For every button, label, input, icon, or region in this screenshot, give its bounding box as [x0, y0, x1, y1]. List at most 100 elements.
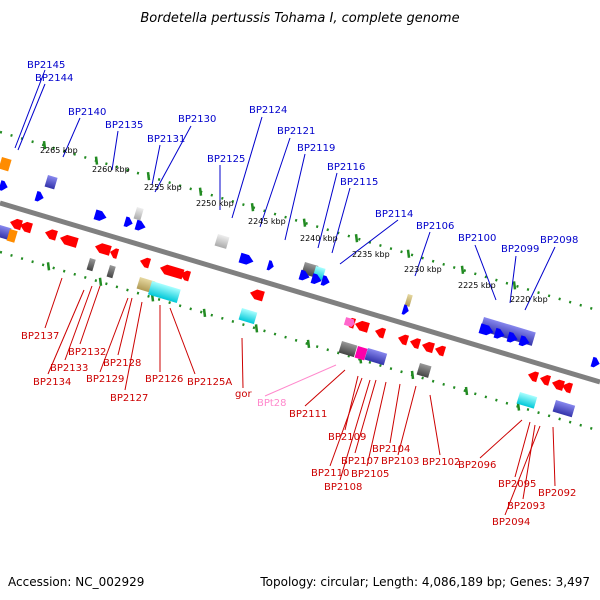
reverse-leader-line — [479, 419, 523, 459]
reverse-leader-line — [44, 277, 63, 329]
forward-leader-line — [14, 69, 46, 149]
forward-leader-line — [231, 116, 263, 219]
reverse-gene-arrow — [435, 345, 447, 357]
gene-label-bp2128[interactable]: BP2128 — [103, 358, 141, 369]
gene-label-bp2096[interactable]: BP2096 — [458, 460, 496, 471]
gene-label-bp2125[interactable]: BP2125 — [207, 154, 245, 165]
forward-gene-arrow — [320, 275, 330, 286]
cog-box — [0, 157, 12, 172]
tick-label: 2230 kbp — [404, 265, 442, 274]
gene-label-bp2111[interactable]: BP2111 — [289, 409, 327, 420]
reverse-leader-line — [169, 307, 196, 375]
gene-label-bp2121[interactable]: BP2121 — [277, 126, 315, 137]
reverse-leader-line — [354, 379, 377, 454]
gene-label-bp2115[interactable]: BP2115 — [340, 177, 378, 188]
forward-leader-line — [154, 125, 192, 193]
tick-label: 2245 kbp — [248, 217, 286, 226]
cog-box — [147, 281, 181, 303]
gene-label-bp2134[interactable]: BP2134 — [33, 377, 71, 388]
gene-label-bp2127[interactable]: BP2127 — [110, 393, 148, 404]
reverse-leader-line — [522, 424, 536, 500]
gene-label-bp2125a[interactable]: BP2125A — [187, 377, 232, 388]
gene-label-bp2116[interactable]: BP2116 — [327, 162, 365, 173]
scale-tick — [464, 386, 469, 396]
gene-label-bp2119[interactable]: BP2119 — [297, 143, 335, 154]
gene-label-bpt28[interactable]: BPt28 — [257, 398, 287, 409]
tick-label: 2265 kbp — [40, 146, 78, 155]
gene-label-bp2099[interactable]: BP2099 — [501, 244, 539, 255]
gene-label-bp2126[interactable]: BP2126 — [145, 374, 183, 385]
gene-label-bp2110[interactable]: BP2110 — [311, 468, 349, 479]
gene-label-bp2124[interactable]: BP2124 — [249, 105, 287, 116]
reverse-leader-line — [64, 285, 93, 361]
cog-feature-boxes — [0, 157, 576, 418]
reverse-gene-arrow — [398, 334, 410, 346]
forward-gene-arrow — [123, 216, 133, 227]
gene-label-bp2108[interactable]: BP2108 — [324, 482, 362, 493]
gene-label-bp2102[interactable]: BP2102 — [422, 457, 460, 468]
tick-label: 2240 kbp — [300, 234, 338, 243]
reverse-gene-arrow — [552, 379, 565, 391]
reverse-gene-arrow — [10, 218, 23, 231]
scale-tick — [98, 277, 103, 286]
forward-leader-line — [509, 255, 517, 304]
reverse-leader-line — [389, 383, 401, 444]
gene-label-bp2137[interactable]: BP2137 — [21, 331, 59, 342]
cog-box — [238, 308, 258, 325]
gene-label-bp2100[interactable]: BP2100 — [458, 233, 496, 244]
tick-label: 2255 kbp — [144, 183, 182, 192]
reverse-gene-arrow — [540, 375, 552, 386]
cog-box — [44, 175, 58, 190]
scale-tick — [202, 308, 207, 318]
scale-tick — [460, 265, 465, 274]
gene-arrows — [0, 180, 600, 394]
forward-leader-line — [151, 144, 161, 186]
reverse-leader-line — [329, 377, 363, 467]
scale-tick — [254, 324, 259, 333]
reverse-gene-arrow — [60, 234, 79, 248]
gene-label-bp2130[interactable]: BP2130 — [178, 114, 216, 125]
gene-label-bp2140[interactable]: BP2140 — [68, 107, 106, 118]
forward-leader-line — [17, 83, 46, 151]
gene-label-bp2114[interactable]: BP2114 — [375, 209, 413, 220]
reverse-gene-arrow — [375, 327, 387, 339]
forward-gene-arrow — [518, 335, 530, 347]
forward-leader-line — [339, 219, 399, 265]
reverse-gene-arrow — [140, 257, 152, 269]
gene-label-bp2133[interactable]: BP2133 — [50, 363, 88, 374]
reverse-gene-arrow — [180, 270, 192, 282]
gene-label-bp2135[interactable]: BP2135 — [105, 120, 143, 131]
gene-label-bp2105[interactable]: BP2105 — [351, 469, 389, 480]
reverse-gene-arrow — [355, 320, 370, 333]
reverse-leader-line — [264, 364, 337, 397]
genome-backbone — [0, 200, 600, 385]
cog-box — [6, 229, 18, 243]
reverse-gene-arrow — [250, 289, 265, 302]
gene-label-bp2106[interactable]: BP2106 — [416, 221, 454, 232]
gene-label-bp2129[interactable]: BP2129 — [86, 374, 124, 385]
cog-box — [106, 265, 116, 279]
scale-tick — [146, 171, 151, 181]
gene-label-bp2132[interactable]: BP2132 — [68, 347, 106, 358]
gene-label-bp2095[interactable]: BP2095 — [498, 479, 536, 490]
gene-label-bp2092[interactable]: BP2092 — [538, 488, 576, 499]
gene-label-bp2093[interactable]: BP2093 — [507, 501, 545, 512]
gene-label-bp2103[interactable]: BP2103 — [381, 456, 419, 467]
reverse-gene-arrow — [562, 382, 574, 394]
gene-label-bp2109[interactable]: BP2109 — [328, 432, 366, 443]
gene-label-bp2144[interactable]: BP2144 — [35, 73, 73, 84]
reverse-gene-arrow — [45, 229, 58, 241]
scale-tick — [46, 262, 51, 271]
tick-label: 2225 kbp — [458, 281, 496, 290]
reverse-leader-line — [366, 381, 387, 467]
gene-label-bp2094[interactable]: BP2094 — [492, 517, 530, 528]
gene-label-bp2145[interactable]: BP2145 — [27, 60, 65, 71]
gene-label-bp2131[interactable]: BP2131 — [147, 134, 185, 145]
gene-label-bp2098[interactable]: BP2098 — [540, 235, 578, 246]
gene-label-gor[interactable]: gor — [235, 389, 252, 400]
gene-label-bp2107[interactable]: BP2107 — [341, 456, 379, 467]
gene-label-bp2104[interactable]: BP2104 — [372, 444, 410, 455]
forward-leader-line — [474, 244, 497, 301]
rna-gene-arrow — [343, 317, 355, 328]
